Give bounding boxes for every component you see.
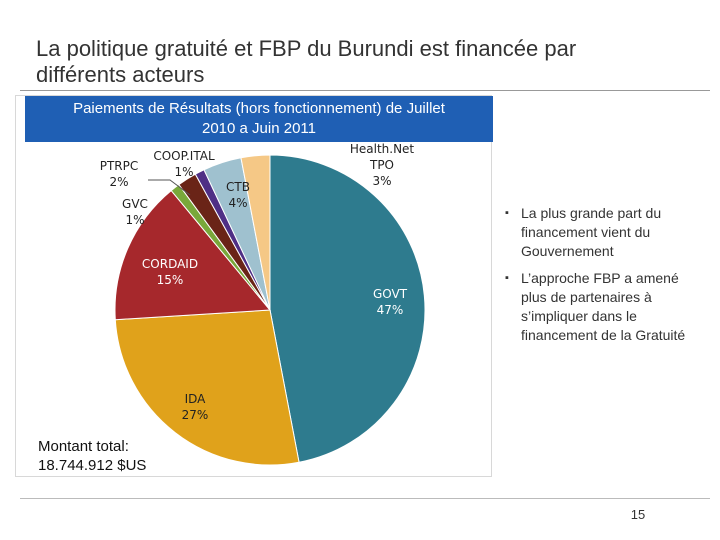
pie-label-ctb: CTB 4% xyxy=(226,180,250,210)
pie-label-ida: IDA 27% xyxy=(182,392,209,422)
pie-label-health-net-tpo: Health.Net TPO 3% xyxy=(350,142,415,188)
slide-title-line-2: différents acteurs xyxy=(36,62,205,87)
pie-slice-govt xyxy=(269,154,426,463)
footer-divider xyxy=(20,498,710,499)
total-label: Montant total: xyxy=(38,438,129,455)
total-value: 18.744.912 $US xyxy=(38,457,147,474)
bullet-square-icon: ▪ xyxy=(505,207,509,219)
bullet-item: ▪ La plus grande part du financement vie… xyxy=(505,204,705,261)
chart-header: Paiements de Résultats (hors fonctionnem… xyxy=(25,96,493,142)
pie-label-cordaid: CORDAID 15% xyxy=(142,257,198,287)
pie-slice-cordaid xyxy=(114,189,272,321)
slide-title: La politique gratuité et FBP du Burundi … xyxy=(36,36,696,88)
pie-leader-line xyxy=(148,179,191,196)
pie-slice-ida xyxy=(114,309,300,466)
pie-slice-health-net-tpo xyxy=(240,154,271,311)
total-amount: Montant total: 18.744.912 $US xyxy=(38,437,146,475)
page-number: 15 xyxy=(630,507,646,522)
chart-header-line-2: 2010 a Juin 2011 xyxy=(202,120,316,137)
chart-header-line-1: Paiements de Résultats (hors fonctionnem… xyxy=(73,100,445,117)
pie-label-ptrpc: PTRPC 2% xyxy=(100,159,139,189)
pie-label-coop-ital: COOP.ITAL 1% xyxy=(153,149,215,179)
pie-label-gvc: GVC 1% xyxy=(122,197,148,227)
bullet-text: L’approche FBP a amené plus de partenair… xyxy=(521,270,686,343)
bullet-list: ▪ La plus grande part du financement vie… xyxy=(505,204,705,353)
title-divider xyxy=(20,90,710,91)
bullet-text: La plus grande part du financement vient… xyxy=(521,205,662,259)
pie-label-govt: GOVT 47% xyxy=(373,287,408,317)
slide-title-line-1: La politique gratuité et FBP du Burundi … xyxy=(36,36,577,61)
bullet-square-icon: ▪ xyxy=(505,272,509,284)
bullet-item: ▪ L’approche FBP a amené plus de partena… xyxy=(505,269,705,345)
